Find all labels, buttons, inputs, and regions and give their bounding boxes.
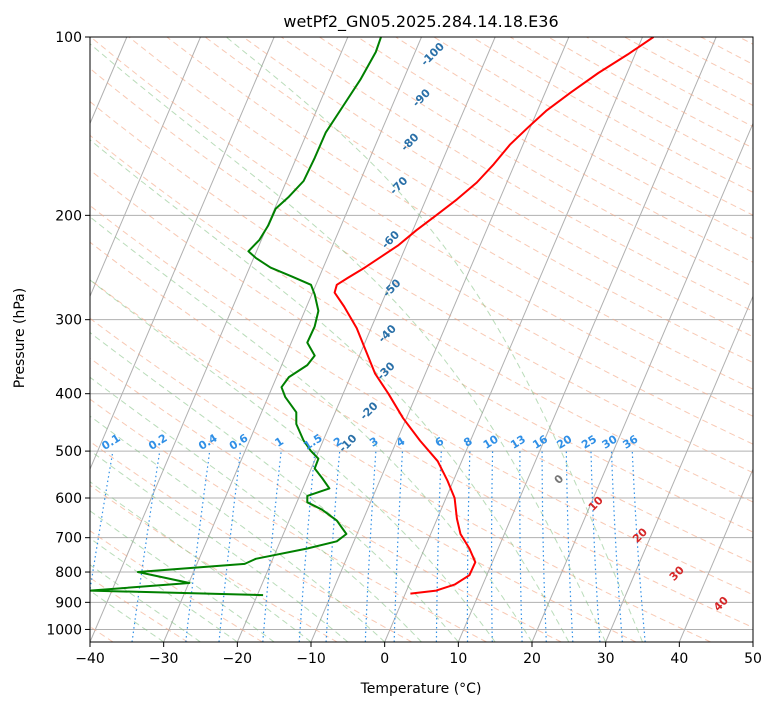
x-tick-label: −40: [75, 651, 105, 667]
mixing-ratio-line: [631, 451, 646, 642]
y-tick-label: 1000: [46, 622, 82, 638]
isotherm-line: [384, 37, 643, 642]
y-tick-label: 100: [55, 30, 82, 46]
mixing-ratio-line: [610, 451, 623, 642]
dry-adiabat-line: [90, 279, 711, 642]
isotherm-line: [90, 37, 201, 298]
mixing-ratio-line: [218, 451, 242, 642]
x-axis-title: Temperature (°C): [360, 681, 482, 697]
dry-adiabat-line: [281, 37, 753, 312]
y-axis: 100 200 300 400 500 600 700 800 900 1000: [46, 30, 90, 638]
mixing-ratio-line: [393, 451, 404, 642]
x-tick-label: 50: [744, 651, 762, 667]
dry-adiabat-line: [90, 357, 562, 642]
mixing-ratio-line: [90, 450, 114, 594]
y-tick-label: 200: [55, 208, 82, 224]
y-tick-label: 300: [55, 313, 82, 329]
y-tick-label: 600: [55, 491, 82, 507]
y-tick-label: 800: [55, 565, 82, 581]
mixing-ratio-line: [466, 451, 471, 642]
mixing-ratio-line: [435, 451, 442, 642]
plot-frame: [89, 36, 754, 643]
moist-adiabat-line: [90, 376, 422, 642]
mixing-ratio-line: [490, 451, 494, 642]
dry-adiabat-line: [90, 317, 637, 642]
mixing-ratio-line: [364, 451, 377, 642]
isotherm-line: [678, 467, 753, 642]
dry-adiabat-line: [90, 398, 487, 642]
background-lines: [90, 37, 753, 642]
moist-adiabat-line: [90, 331, 459, 642]
dry-adiabat-line: [90, 134, 753, 533]
isotherm-line: [163, 37, 422, 642]
dewpoint-profile: [90, 37, 382, 597]
mixing-ratio-line: [519, 451, 523, 642]
dry-adiabat-line: [90, 484, 338, 642]
x-tick-label: 20: [523, 651, 541, 667]
y-tick-label: 500: [55, 444, 82, 460]
mixing-ratio-line: [325, 451, 341, 642]
mixing-ratio-line: [590, 451, 601, 642]
isotherm-line: [457, 37, 717, 642]
moist-adiabat-line: [90, 43, 607, 642]
moist-adiabat-line: [225, 37, 643, 642]
x-tick-label: −10: [296, 651, 326, 667]
mixing-ratio-line: [262, 451, 282, 642]
x-tick-label: −30: [149, 651, 179, 667]
temperature-profile: [333, 37, 655, 595]
isotherm-line: [605, 295, 753, 642]
isotherm-line: [310, 37, 570, 642]
mixing-ratio-line: [565, 451, 574, 642]
dry-adiabat-line: [242, 37, 753, 338]
moist-adiabat-line: [90, 415, 386, 642]
isotherm-line: [236, 37, 496, 642]
moist-adiabat-line: [90, 590, 164, 642]
x-tick-label: 30: [597, 651, 615, 667]
y-axis-title: Pressure (hPa): [12, 288, 28, 388]
y-tick-label: 900: [55, 595, 82, 611]
data-lines: [90, 37, 655, 597]
dry-adiabat-line: [90, 530, 263, 642]
dry-adiabat-line: [90, 169, 753, 564]
moist-adiabat-line: [90, 481, 312, 642]
dry-adiabat-line: [90, 204, 753, 596]
y-tick-label: 400: [55, 387, 82, 403]
x-axis: −40 −30 −20 −10 0 10 20 30 40 50: [75, 642, 762, 667]
mixing-ratio-line: [298, 451, 316, 642]
chart-title: wetPf2_GN05.2025.284.14.18.E36: [283, 12, 558, 32]
mixing-ratio-line: [541, 451, 547, 642]
x-tick-label: −20: [223, 651, 253, 667]
isotherm-line: [531, 122, 753, 642]
dry-adiabat-line: [90, 37, 753, 445]
x-tick-label: 40: [670, 651, 688, 667]
mixing-ratio-line: [185, 451, 211, 642]
mixing-ratio-line: [131, 451, 161, 642]
x-tick-label: 0: [380, 651, 389, 667]
moist-adiabat-line: [90, 279, 496, 642]
isotherm-line: [90, 37, 275, 471]
moist-adiabat-line: [90, 216, 533, 642]
y-tick-label: 700: [55, 531, 82, 547]
moist-adiabat-line: [90, 139, 570, 642]
dry-adiabat-line: [90, 241, 753, 629]
moist-adiabat-line: [90, 449, 349, 642]
dry-adiabat-line: [90, 100, 753, 503]
dry-adiabat-line: [128, 37, 753, 417]
x-tick-label: 10: [449, 651, 467, 667]
